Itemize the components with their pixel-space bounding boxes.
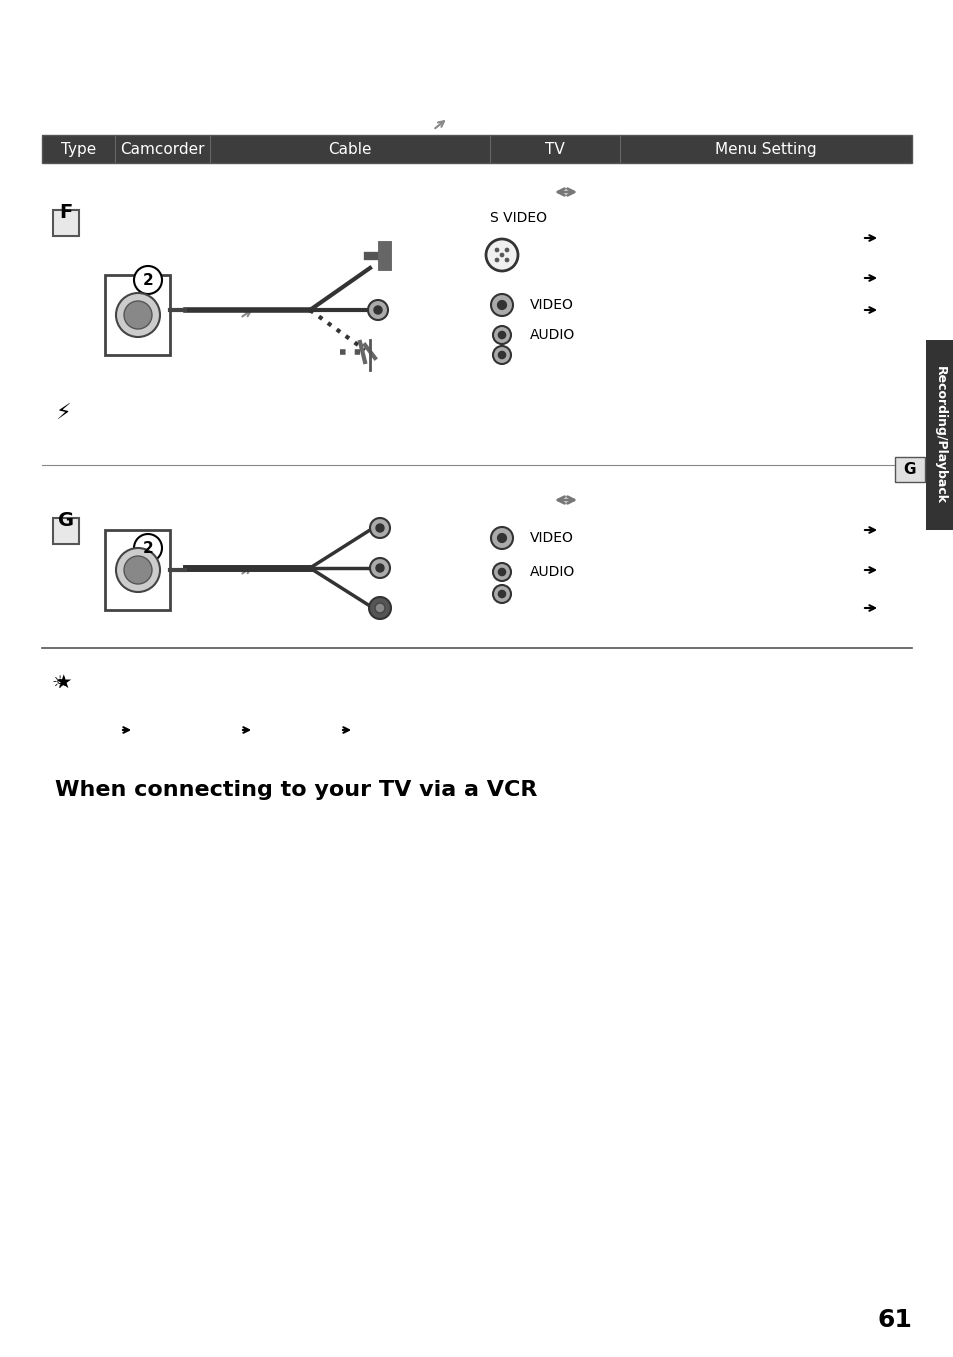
Text: When connecting to your TV via a VCR: When connecting to your TV via a VCR — [55, 780, 537, 801]
Circle shape — [133, 266, 162, 294]
Text: S VIDEO: S VIDEO — [490, 210, 546, 225]
Bar — [42, 134, 911, 163]
Circle shape — [504, 248, 509, 252]
Circle shape — [375, 603, 385, 613]
Bar — [53, 210, 79, 236]
Circle shape — [485, 239, 517, 271]
Text: 61: 61 — [876, 1308, 911, 1333]
Circle shape — [495, 248, 498, 252]
Text: TV: TV — [544, 141, 564, 156]
Text: ☼: ☼ — [52, 674, 68, 692]
Text: G: G — [58, 510, 74, 529]
Bar — [925, 341, 953, 531]
Text: AUDIO: AUDIO — [530, 565, 575, 579]
Text: Menu Setting: Menu Setting — [715, 141, 816, 156]
Circle shape — [374, 305, 381, 313]
Circle shape — [116, 293, 160, 337]
Circle shape — [497, 590, 505, 597]
Circle shape — [370, 518, 390, 537]
Text: AUDIO: AUDIO — [530, 328, 575, 342]
Circle shape — [495, 258, 498, 262]
Text: ⚡: ⚡ — [55, 404, 71, 423]
Circle shape — [493, 585, 511, 603]
Circle shape — [493, 326, 511, 345]
Text: F: F — [59, 202, 72, 221]
Circle shape — [499, 252, 503, 256]
Circle shape — [497, 301, 506, 309]
Circle shape — [370, 558, 390, 578]
Circle shape — [497, 351, 505, 358]
Text: Cable: Cable — [328, 141, 372, 156]
Bar — [894, 457, 924, 482]
Text: 2: 2 — [143, 540, 153, 555]
Circle shape — [368, 300, 388, 320]
Circle shape — [375, 524, 384, 532]
Text: VIDEO: VIDEO — [530, 299, 574, 312]
Circle shape — [504, 258, 509, 262]
Circle shape — [491, 527, 513, 550]
Circle shape — [133, 535, 162, 562]
Circle shape — [497, 331, 505, 339]
Bar — [105, 531, 170, 611]
Text: VIDEO: VIDEO — [530, 531, 574, 546]
Circle shape — [124, 556, 152, 584]
Text: G: G — [902, 461, 915, 476]
Circle shape — [369, 597, 391, 619]
Bar — [42, 134, 911, 163]
Circle shape — [497, 533, 506, 543]
Circle shape — [493, 346, 511, 364]
Circle shape — [493, 563, 511, 581]
Circle shape — [124, 301, 152, 328]
Circle shape — [491, 294, 513, 316]
Circle shape — [375, 565, 384, 573]
Text: Recording/Playback: Recording/Playback — [933, 366, 945, 503]
Text: 2: 2 — [143, 273, 153, 288]
Circle shape — [497, 569, 505, 575]
Text: Camcorder: Camcorder — [120, 141, 205, 156]
Circle shape — [116, 548, 160, 592]
Text: Type: Type — [61, 141, 96, 156]
Text: ★: ★ — [55, 673, 72, 692]
Bar — [53, 518, 79, 544]
Bar — [105, 275, 170, 356]
